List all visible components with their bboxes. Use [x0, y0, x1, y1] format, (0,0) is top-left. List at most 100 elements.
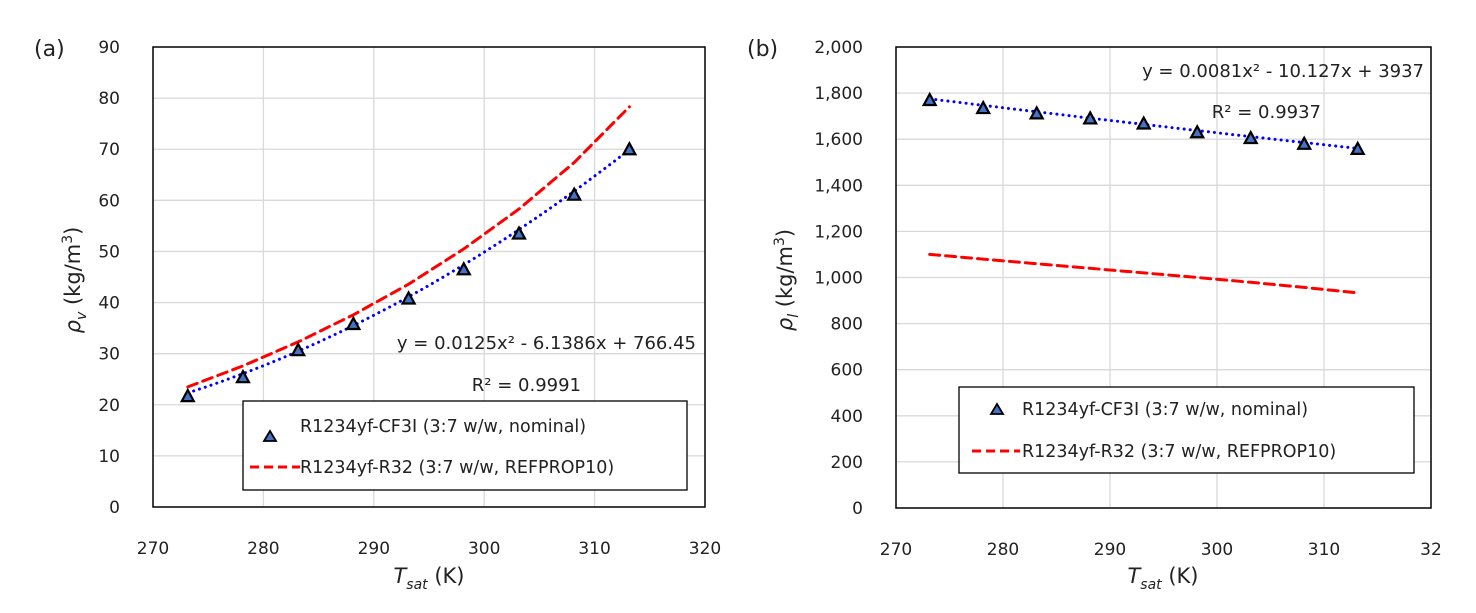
y-tick-label: 20	[98, 396, 120, 416]
legend-marker-icon-b	[989, 402, 1005, 415]
y-label-sub: l	[786, 314, 802, 318]
y-tick-label: 800	[831, 315, 863, 335]
x-axis-label-a: Tsat (K)	[393, 564, 464, 593]
y-tick-label: 1,200	[814, 222, 863, 242]
legend-a: R1234yf-CF3I (3:7 w/w, nominal) R1234yf-…	[242, 400, 688, 491]
x-tick-label: 290	[1094, 540, 1126, 560]
y-label-main: ρ	[773, 317, 797, 331]
data-point	[511, 225, 527, 240]
x-label-sub: sat	[406, 577, 428, 593]
data-point	[455, 261, 472, 276]
y-tick-label: 40	[98, 294, 120, 314]
data-point	[921, 91, 938, 107]
x-tick-label: 320	[689, 539, 721, 559]
legend-label-marker-a: R1234yf-CF3I (3:7 w/w, nominal)	[300, 417, 586, 437]
x-tick-label: 270	[137, 539, 169, 559]
y-tick-label: 600	[831, 361, 863, 381]
y-tick-label: 0	[852, 499, 863, 519]
x-tick-label: 310	[578, 539, 610, 559]
data-point	[1296, 135, 1313, 150]
x-label-unit: (K)	[1162, 564, 1199, 588]
y-tick-label: 90	[98, 38, 120, 58]
y-tick-label: 30	[98, 345, 120, 365]
data-point	[1349, 140, 1366, 155]
y-tick-label: 1,400	[814, 176, 863, 196]
x-tick-label: 280	[987, 540, 1019, 560]
trendline-b	[928, 97, 1360, 150]
x-label-main: T	[393, 564, 408, 588]
data-point	[179, 387, 196, 403]
trendline-r2-b: R² = 0.9937	[1212, 102, 1321, 123]
markers-a	[179, 140, 638, 403]
data-point	[1028, 105, 1045, 120]
y-tick-label: 70	[98, 140, 120, 160]
y-tick-label: 50	[98, 242, 120, 262]
data-point	[1135, 115, 1152, 130]
y-label-sub: v	[74, 311, 90, 320]
y-label-main: ρ	[61, 319, 85, 333]
y-axis-label-a: ρv (kg/m3)	[60, 227, 90, 334]
chart-panel-a: 270 280 290 300 310 320 0 10 20 30 40 50 60 70 80 90 (a…	[34, 37, 721, 593]
x-tick-label: 32	[1420, 540, 1442, 560]
legend-marker-icon-a	[262, 429, 278, 442]
legend-label-ref-b: R1234yf-R32 (3:7 w/w, REFPROP10)	[1022, 442, 1336, 462]
panel-label-b: (b)	[747, 37, 778, 62]
tick-labels-b: 270 280 290 300 310 3202004006008001,0001,200…	[814, 38, 1441, 560]
plot-frame-a	[152, 46, 706, 508]
data-point	[975, 99, 992, 115]
ref-line-b	[928, 252, 1360, 295]
trendline-r2-a: R² = 0.9991	[472, 375, 581, 396]
y-tick-label: 10	[98, 447, 120, 467]
legend-box-b	[958, 386, 1415, 474]
y-tick-label: 80	[98, 89, 120, 109]
y-tick-label: 60	[98, 191, 120, 211]
trendline-equation-b: y = 0.0081x² - 10.127x + 3937	[1142, 61, 1424, 82]
y-tick-label: 1,800	[814, 84, 863, 104]
legend-box-a	[242, 400, 688, 491]
y-label-unit: (kg/m	[61, 244, 85, 312]
chart-panel-b: 270 280 290 300 310 3202004006008001,0001,200…	[747, 37, 1442, 593]
data-point	[1242, 129, 1259, 145]
x-label-main: T	[1127, 564, 1142, 588]
legend-label-marker-b: R1234yf-CF3I (3:7 w/w, nominal)	[1022, 400, 1308, 420]
x-tick-label: 310	[1308, 540, 1340, 560]
trendline-a	[186, 148, 631, 395]
data-point	[566, 186, 583, 201]
x-tick-label: 270	[880, 540, 912, 560]
data-point	[1189, 123, 1206, 139]
y-label-close: )	[61, 227, 85, 235]
x-tick-label: 300	[468, 539, 500, 559]
x-tick-label: 280	[247, 539, 279, 559]
data-point	[1082, 110, 1099, 125]
y-label-close: )	[773, 229, 797, 237]
data-point	[345, 315, 362, 331]
y-tick-label: 1,000	[814, 269, 863, 289]
y-axis-label-b: ρl (kg/m3)	[772, 229, 802, 331]
plot-frame-b	[895, 46, 1432, 509]
data-point	[290, 341, 307, 357]
x-label-unit: (K)	[428, 564, 465, 588]
x-tick-label: 290	[358, 539, 390, 559]
y-tick-label: 2,000	[814, 38, 863, 58]
x-axis-label-b: Tsat (K)	[1127, 564, 1198, 593]
legend-label-ref-a: R1234yf-R32 (3:7 w/w, REFPROP10)	[300, 458, 614, 478]
y-label-unit: (kg/m	[773, 246, 797, 314]
y-label-sup: 3	[772, 237, 788, 246]
x-tick-label: 300	[1201, 540, 1233, 560]
trendline-b	[928, 97, 1360, 150]
trendline-equation-a: y = 0.0125x² - 6.1386x + 766.45	[397, 333, 696, 354]
markers-b	[921, 91, 1366, 155]
trendline-a	[186, 148, 631, 395]
ref-series-a	[186, 105, 631, 389]
y-tick-label: 1,600	[814, 130, 863, 150]
ref-line-a	[186, 105, 631, 389]
tick-labels-a: 270 280 290 300 310 320 0 10 20 30 40 50 60 70 80 90	[98, 38, 721, 559]
data-point	[400, 290, 417, 305]
y-tick-label: 200	[831, 453, 863, 473]
y-tick-label: 0	[109, 498, 120, 518]
y-label-sup: 3	[60, 235, 76, 244]
y-tick-label: 400	[831, 407, 863, 427]
legend-b: R1234yf-CF3I (3:7 w/w, nominal) R1234yf-…	[958, 386, 1415, 474]
x-label-sub: sat	[1140, 577, 1162, 593]
